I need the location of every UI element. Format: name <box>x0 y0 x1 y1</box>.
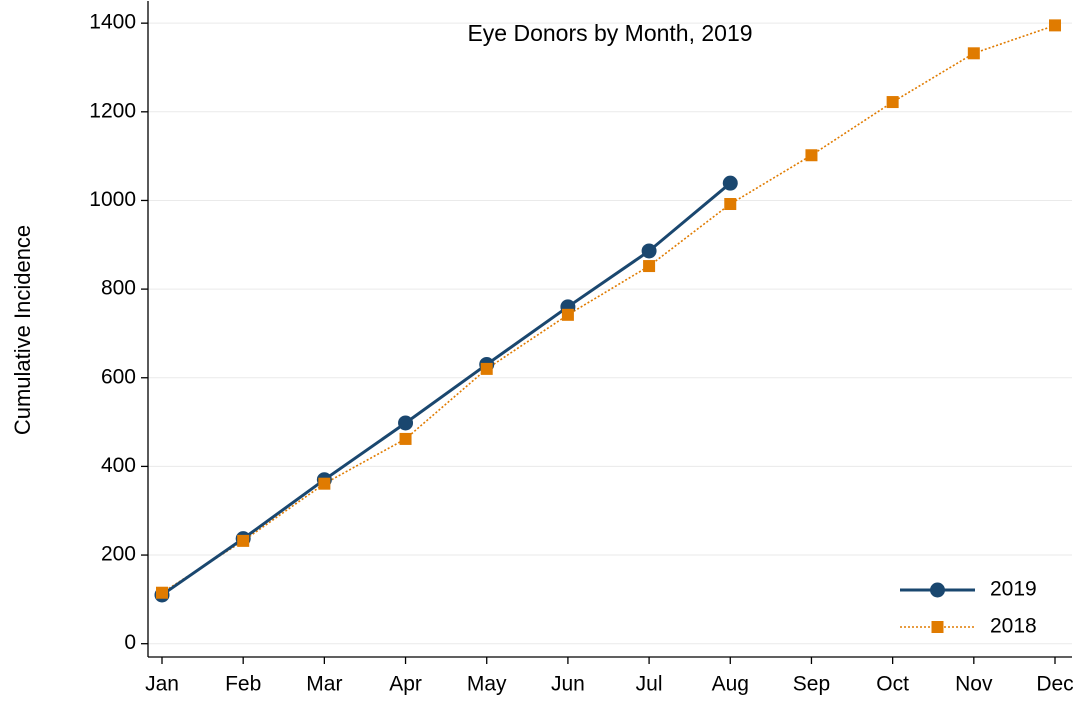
legend-label: 2019 <box>990 578 1037 601</box>
data-point <box>643 260 656 273</box>
y-axis-label: Cumulative Incidence <box>10 225 35 435</box>
x-tick-label: Jan <box>145 673 179 696</box>
y-tick-label: 800 <box>101 277 136 300</box>
y-tick-label: 200 <box>101 543 136 566</box>
chart-title: Eye Donors by Month, 2019 <box>467 20 752 46</box>
x-tick-label: Aug <box>712 673 749 696</box>
y-tick-label: 600 <box>101 365 136 388</box>
y-tick-label: 400 <box>101 454 136 477</box>
data-point <box>722 175 738 191</box>
series-line <box>161 182 732 597</box>
data-point <box>641 243 657 259</box>
x-tick-label: Dec <box>1036 673 1073 696</box>
data-point <box>318 477 331 490</box>
data-point <box>480 362 493 375</box>
data-point <box>1049 19 1061 32</box>
x-tick-label: Jul <box>636 673 663 696</box>
data-point <box>967 47 980 60</box>
data-point <box>156 586 168 599</box>
x-tick-label: Nov <box>955 673 993 696</box>
x-tick-label: Mar <box>306 673 342 696</box>
legend-marker <box>931 621 944 633</box>
data-point <box>399 432 412 445</box>
data-point <box>886 96 899 109</box>
x-tick-label: Jun <box>551 673 585 696</box>
data-point <box>561 308 574 321</box>
data-point <box>237 534 250 547</box>
x-tick-label: Feb <box>225 673 261 696</box>
series-line <box>161 24 1056 594</box>
legend-marker <box>930 582 945 598</box>
data-point <box>805 149 818 162</box>
x-tick-label: May <box>467 673 507 696</box>
y-tick-label: 1000 <box>89 188 136 211</box>
y-tick-label: 1400 <box>89 11 136 34</box>
data-point <box>398 415 414 431</box>
y-tick-label: 0 <box>124 631 136 654</box>
legend-label: 2018 <box>990 615 1037 638</box>
x-tick-label: Apr <box>389 673 422 696</box>
data-point <box>724 198 737 211</box>
x-tick-label: Oct <box>876 673 909 696</box>
x-tick-label: Sep <box>793 673 830 696</box>
y-tick-label: 1200 <box>89 99 136 122</box>
